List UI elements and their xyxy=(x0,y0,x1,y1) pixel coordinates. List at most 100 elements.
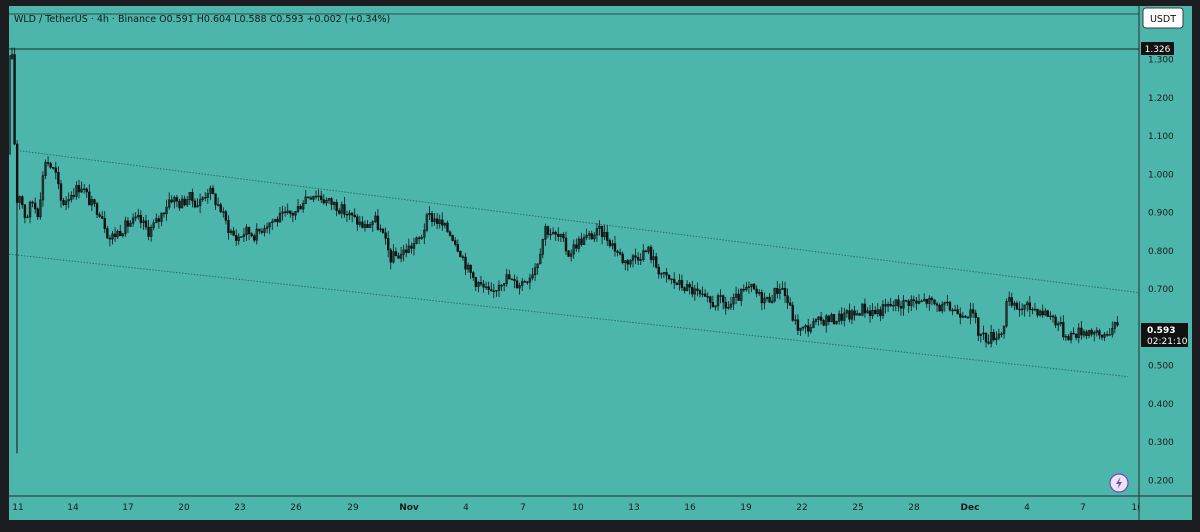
candle-body xyxy=(1108,334,1111,336)
symbol-legend[interactable]: WLD / TetherUS · 4h · Binance O0.591 H0.… xyxy=(14,14,390,25)
candle-body xyxy=(180,198,184,209)
candle-body xyxy=(186,199,189,206)
candle-body xyxy=(474,277,478,287)
candle-body xyxy=(103,218,106,229)
candle-body xyxy=(191,192,194,202)
candle-body xyxy=(822,320,825,326)
candle-body xyxy=(443,222,447,226)
candle-body xyxy=(93,199,96,204)
candle-body xyxy=(714,305,717,308)
candle-body xyxy=(685,284,689,291)
candle-body xyxy=(466,264,470,270)
candle-body xyxy=(278,213,282,223)
time-tick-label: Nov xyxy=(399,503,419,513)
candle-body xyxy=(634,255,637,258)
candle-body xyxy=(1028,302,1032,310)
candle-body xyxy=(863,303,867,314)
candles xyxy=(9,47,1119,454)
time-tick-label: 25 xyxy=(852,503,863,513)
candle-body xyxy=(773,288,776,302)
candle-body xyxy=(698,290,702,295)
candle-body xyxy=(791,304,794,321)
candle-body xyxy=(417,237,421,239)
candle-body xyxy=(636,257,640,261)
candle-body xyxy=(72,195,76,197)
candle-body xyxy=(435,218,439,224)
candle-body xyxy=(495,290,498,292)
candle-body xyxy=(95,203,99,215)
candle-body xyxy=(701,293,704,296)
candle-body xyxy=(930,297,934,301)
candle-body xyxy=(544,226,547,240)
candle-body xyxy=(884,304,887,307)
candle-body xyxy=(31,201,34,204)
candle-body xyxy=(778,289,782,294)
candle-body xyxy=(598,225,601,229)
candle-body xyxy=(1090,330,1093,335)
candle-body xyxy=(1023,304,1026,310)
candle-body xyxy=(299,206,302,210)
candle-body xyxy=(345,213,349,216)
candle-body xyxy=(827,315,831,322)
time-tick-label: 22 xyxy=(796,503,807,513)
candle-body xyxy=(510,278,514,281)
candle-body xyxy=(642,250,645,260)
candle-body xyxy=(616,250,619,253)
candle-body xyxy=(376,215,380,230)
candle-body xyxy=(1103,334,1106,338)
candle-body xyxy=(660,273,663,275)
price-tick-label: 1.100 xyxy=(1148,132,1174,142)
candle-body xyxy=(508,274,511,280)
candle-body xyxy=(1054,316,1057,326)
time-tick-label: 4 xyxy=(463,503,469,513)
candle-body xyxy=(317,195,320,198)
candle-body xyxy=(312,195,315,200)
candle-body xyxy=(1007,297,1011,302)
candle-body xyxy=(938,304,941,312)
candle-body xyxy=(85,188,88,193)
candle-body xyxy=(719,295,722,297)
candle-body xyxy=(356,216,359,225)
candle-body xyxy=(309,197,313,200)
candle-body xyxy=(327,198,331,201)
candle-body xyxy=(206,193,210,198)
candle-body xyxy=(585,235,588,238)
candle-body xyxy=(876,309,879,314)
time-axis[interactable] xyxy=(9,496,1192,520)
candle-body xyxy=(139,214,143,223)
candle-body xyxy=(80,188,83,193)
candle-body xyxy=(394,251,398,257)
candle-body xyxy=(564,237,568,252)
candle-body xyxy=(600,225,604,238)
time-tick-label: 11 xyxy=(12,503,23,513)
candle-body xyxy=(657,266,660,275)
candle-body xyxy=(49,163,52,168)
candle-body xyxy=(350,212,354,216)
candle-body xyxy=(21,196,24,206)
time-tick-label: Dec xyxy=(961,503,980,513)
candle-body xyxy=(405,249,408,253)
candle-body xyxy=(70,195,73,200)
candle-body xyxy=(513,278,516,282)
candle-body xyxy=(956,309,959,315)
candle-body xyxy=(57,172,60,185)
currency-button[interactable]: USDT xyxy=(1142,7,1184,29)
candle-body xyxy=(340,204,344,214)
lightning-button[interactable] xyxy=(1109,473,1129,493)
candle-body xyxy=(46,162,50,164)
candle-body xyxy=(740,288,743,301)
candle-body xyxy=(307,196,310,199)
candle-body xyxy=(500,284,503,287)
price-axis[interactable] xyxy=(1139,6,1192,496)
candle-body xyxy=(234,235,238,241)
channel-upper-line[interactable] xyxy=(19,150,1139,293)
candle-body xyxy=(100,216,104,219)
candle-body xyxy=(250,233,253,237)
candle-body xyxy=(608,240,612,247)
candle-body xyxy=(479,281,483,285)
candle-body xyxy=(224,211,228,221)
candle-body xyxy=(1051,315,1055,318)
candle-body xyxy=(407,245,411,253)
currency-button-label: USDT xyxy=(1150,14,1176,25)
